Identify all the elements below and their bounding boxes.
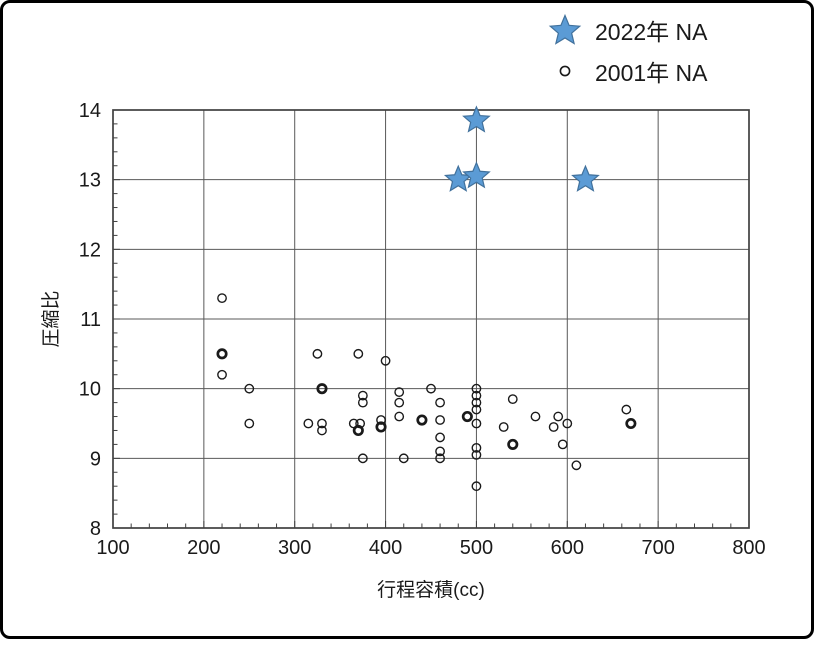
data-point-2001-na <box>471 383 482 394</box>
data-point-2001-na <box>435 432 445 443</box>
x-axis-title: 行程容積(cc) <box>377 579 485 601</box>
svg-text:200: 200 <box>187 537 220 559</box>
svg-text:700: 700 <box>641 537 674 559</box>
svg-text:600: 600 <box>551 537 584 559</box>
svg-text:300: 300 <box>278 537 311 559</box>
data-point-2001-na <box>398 453 409 464</box>
data-point-2001-na <box>471 404 482 415</box>
data-point-2001-na <box>562 418 573 429</box>
svg-text:14: 14 <box>79 100 101 122</box>
data-point-2001-na <box>435 453 445 464</box>
scatter-plot: 100 200 300 400 500 600 700 800 8 9 10 11 12 13 14 行程容積… <box>40 100 766 601</box>
star-icon <box>548 13 582 45</box>
data-point-2001-na <box>530 411 541 422</box>
x-axis-label: 行程容積(cc) <box>377 579 485 601</box>
data-point-2001-na <box>312 348 323 359</box>
svg-text:500: 500 <box>460 537 493 559</box>
y-axis-label: 圧縮比 <box>40 290 62 347</box>
y-axis-title: 圧縮比 <box>40 290 62 347</box>
data-point-2001-na <box>435 446 445 457</box>
gridlines <box>113 110 749 528</box>
y-axis-tick-labels: 8 9 10 11 12 13 14 <box>79 100 101 540</box>
series-2022-na <box>443 105 600 192</box>
svg-text:8: 8 <box>90 518 101 540</box>
svg-text:100: 100 <box>96 537 129 559</box>
data-point-2001-na <box>621 404 632 415</box>
data-point-2001-na <box>357 453 368 464</box>
data-point-2001-na <box>394 387 405 398</box>
axis-ticks <box>113 123 732 528</box>
svg-text:400: 400 <box>369 537 402 559</box>
data-point-2001-na-overlapping <box>375 421 387 433</box>
data-point-2001-na <box>553 411 564 422</box>
data-point-2001-na <box>357 397 368 408</box>
data-point-2001-na <box>571 460 582 471</box>
data-point-2001-na <box>471 397 482 408</box>
data-point-2001-na <box>471 481 482 492</box>
legend-label-2022-na: 2022年 NA <box>595 18 708 45</box>
data-point-2001-na <box>217 293 227 303</box>
data-point-2001-na <box>357 390 368 401</box>
data-point-2001-na <box>317 425 327 436</box>
legend-item-2022-na: 2022年 NA <box>545 9 708 50</box>
svg-text:9: 9 <box>90 448 101 470</box>
circle-icon <box>559 65 571 76</box>
data-point-2001-na <box>380 355 391 366</box>
svg-text:10: 10 <box>79 379 101 401</box>
data-point-2001-na-overlapping <box>625 417 637 430</box>
data-point-2001-na-overlapping <box>216 348 228 360</box>
data-point-2001-na <box>244 418 255 429</box>
data-point-2001-na-overlapping <box>416 414 428 426</box>
data-point-2001-na <box>426 383 436 394</box>
x-axis-tick-labels: 100 200 300 400 500 600 700 800 <box>96 537 765 559</box>
data-point-2022-na <box>443 164 473 192</box>
data-point-2001-na <box>376 415 386 425</box>
svg-text:800: 800 <box>732 537 765 559</box>
data-point-2001-na-overlapping <box>316 383 328 395</box>
data-point-2022-na <box>462 161 491 189</box>
data-point-2001-na-overlapping <box>507 438 519 450</box>
chart-legend: 2022年 NA 2001年 NA <box>545 9 708 91</box>
data-point-2001-na <box>217 369 227 380</box>
data-point-2001-na <box>435 415 445 425</box>
data-point-2001-na-overlapping <box>352 424 364 437</box>
data-point-2001-na <box>435 397 445 408</box>
data-point-2001-na <box>394 397 405 408</box>
plot-border <box>112 109 750 529</box>
data-point-2001-na <box>353 348 364 359</box>
legend-item-2001-na: 2001年 NA <box>545 50 708 91</box>
svg-text:13: 13 <box>79 170 101 192</box>
data-point-2001-na <box>471 442 482 453</box>
data-point-2022-na <box>571 164 600 192</box>
data-point-2001-na <box>303 418 314 429</box>
data-point-2001-na <box>471 449 482 460</box>
data-point-2001-na-overlapping <box>461 410 473 423</box>
svg-text:12: 12 <box>79 239 101 261</box>
svg-text:11: 11 <box>80 309 101 331</box>
data-point-2001-na <box>557 439 568 450</box>
data-point-2001-na <box>317 418 327 429</box>
legend-label-2001-na: 2001年 NA <box>595 59 708 86</box>
data-point-2001-na <box>394 411 405 422</box>
data-point-2001-na <box>471 390 482 401</box>
data-point-2001-na <box>498 422 509 432</box>
data-point-2001-na <box>548 422 559 432</box>
data-point-2022-na <box>462 105 491 133</box>
series-2001-na <box>216 293 637 492</box>
data-point-2001-na <box>244 383 255 394</box>
data-point-2001-na <box>471 418 482 429</box>
data-point-2001-na <box>507 394 518 405</box>
